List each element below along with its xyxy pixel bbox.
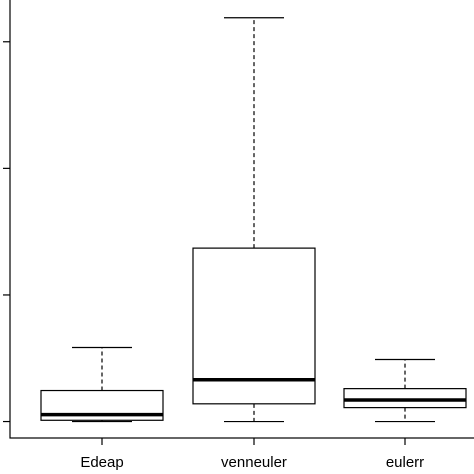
box (40, 389, 164, 421)
box (192, 247, 316, 405)
x-tick-label: eulerr (386, 454, 424, 471)
x-tick-label: Edeap (80, 454, 123, 471)
box (343, 388, 467, 409)
plot-frame (9, 0, 474, 439)
x-tick-label: venneuler (221, 454, 287, 471)
